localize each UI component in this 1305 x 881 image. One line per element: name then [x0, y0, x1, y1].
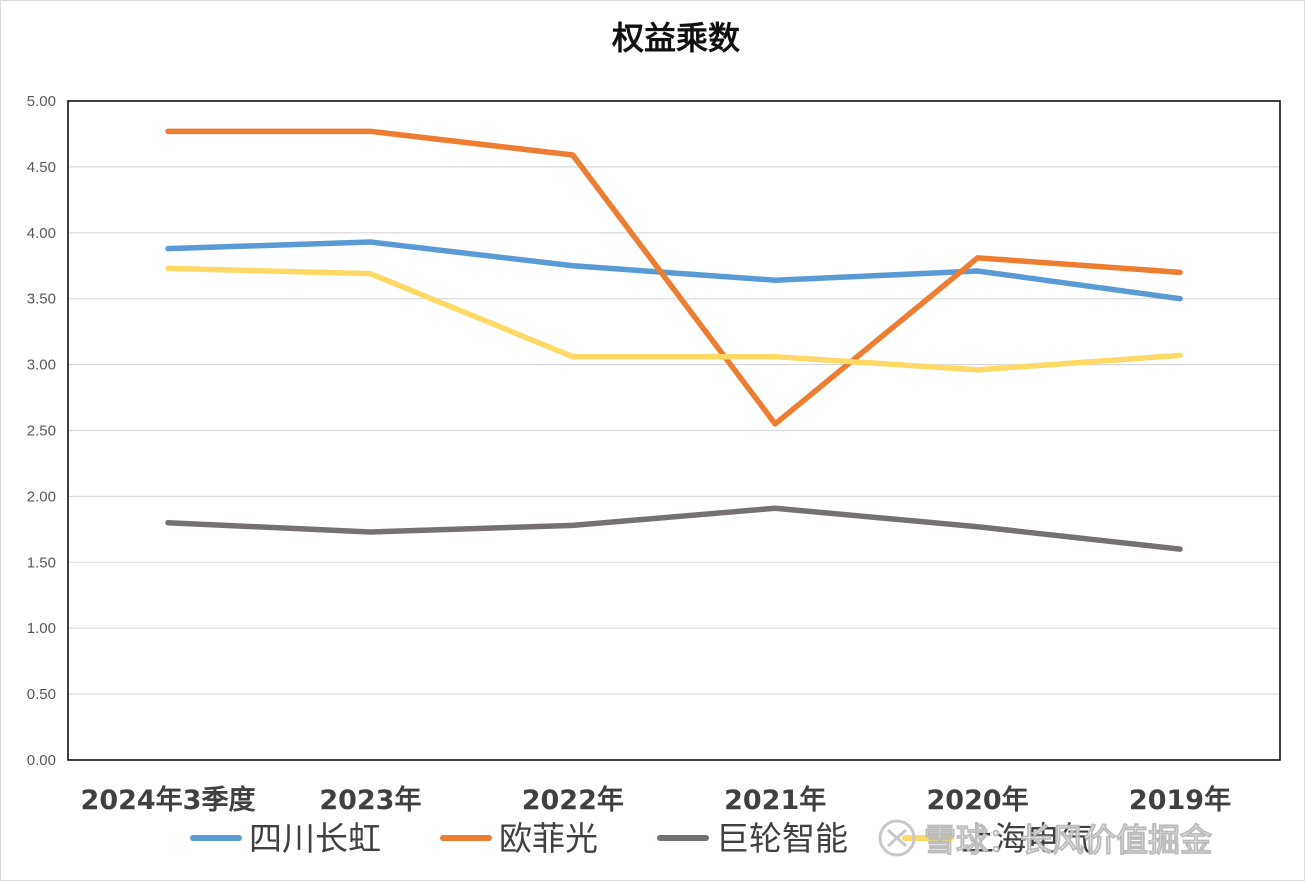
y-tick-label: 2.50 — [27, 423, 56, 440]
x-tick-label: 2023年 — [319, 784, 421, 816]
series-line-3 — [165, 505, 1183, 552]
data-point — [570, 522, 576, 528]
x-tick-label: 2019年 — [1129, 784, 1231, 816]
y-tick-label: 1.00 — [27, 620, 56, 637]
legend-item-1: 四川长虹 — [190, 819, 381, 858]
data-point — [1177, 546, 1183, 552]
data-point — [1177, 352, 1183, 358]
x-tick-label: 2020年 — [927, 784, 1029, 816]
data-point — [165, 246, 171, 252]
data-point — [975, 268, 981, 274]
y-tick-label: 3.50 — [27, 291, 56, 308]
data-point — [367, 128, 373, 134]
data-point — [772, 421, 778, 427]
y-axis: 0.00 0.50 1.00 1.50 2.00 2.50 3.00 3.50 4.00 4.50… — [27, 93, 56, 769]
y-tick-label: 5.00 — [27, 93, 56, 110]
x-tick-label: 2021年 — [724, 784, 826, 816]
data-point — [975, 367, 981, 373]
data-point — [367, 239, 373, 245]
data-point — [975, 255, 981, 261]
x-tick-label: 2022年 — [522, 784, 624, 816]
series-line-1 — [165, 239, 1183, 302]
data-point — [165, 520, 171, 526]
legend-item-3: 巨轮智能 — [657, 819, 848, 858]
data-point — [165, 265, 171, 271]
data-point — [772, 505, 778, 511]
legend-label: 四川长虹 — [249, 819, 381, 858]
data-point — [570, 152, 576, 158]
data-point — [570, 263, 576, 269]
chart-title: 权益乘数 — [611, 19, 741, 57]
data-point — [570, 354, 576, 360]
y-tick-label: 0.50 — [27, 686, 56, 703]
y-tick-label: 4.00 — [27, 225, 56, 242]
y-tick-label: 4.50 — [27, 159, 56, 176]
legend-item-4: 上海电气 — [902, 819, 1093, 858]
x-axis: 2024年3季度 2023年 2022年 2021年 2020年 2019年 — [81, 784, 1232, 816]
data-point — [1177, 269, 1183, 275]
y-tick-label: 2.00 — [27, 488, 56, 505]
plot-area-frame — [67, 100, 1281, 761]
watermark-logo-icon — [878, 819, 916, 857]
data-point — [165, 128, 171, 134]
y-tick-label: 1.50 — [27, 554, 56, 571]
y-tick-label: 3.00 — [27, 357, 56, 374]
x-tick-label: 2024年3季度 — [81, 784, 256, 816]
watermark-text: 雪球：长风价值掘金 — [924, 821, 1213, 859]
watermark: 雪球：长风价值掘金 — [878, 819, 1213, 859]
data-point — [772, 354, 778, 360]
legend-label: 巨轮智能 — [716, 819, 848, 858]
data-point — [975, 524, 981, 530]
data-point — [1177, 296, 1183, 302]
series-lines — [165, 128, 1183, 552]
series-line-4 — [165, 265, 1183, 373]
y-tick-label: 0.00 — [27, 752, 56, 769]
legend-item-2: 欧菲光 — [440, 819, 598, 858]
legend: 四川长虹 欧菲光 巨轮智能 上海电气 — [190, 819, 1093, 858]
legend-label: 欧菲光 — [499, 819, 598, 858]
data-point — [772, 277, 778, 283]
series-line-2 — [165, 128, 1183, 427]
legend-label: 上海电气 — [961, 819, 1093, 858]
data-point — [367, 529, 373, 535]
data-point — [367, 271, 373, 277]
